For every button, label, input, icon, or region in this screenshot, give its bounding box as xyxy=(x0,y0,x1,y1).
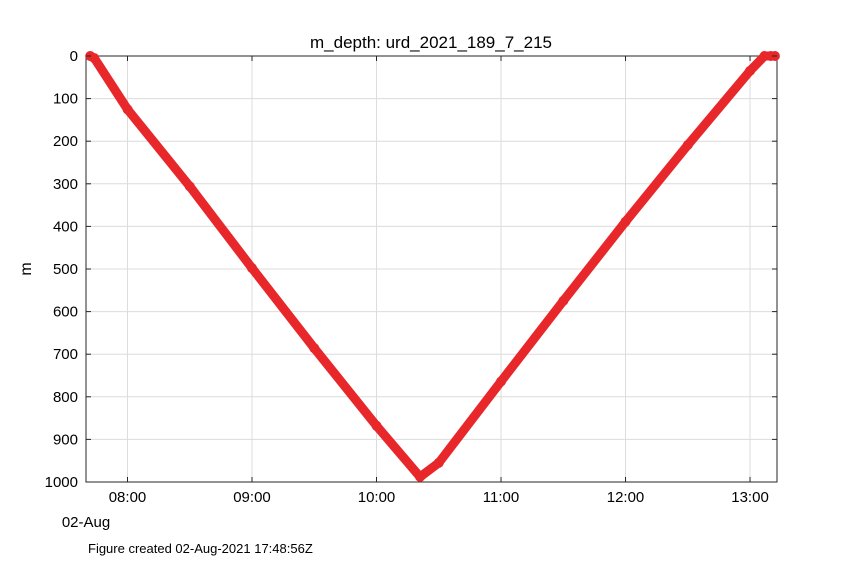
depth-data-point xyxy=(558,295,569,306)
depth-data-point xyxy=(184,181,195,192)
depth-data-point xyxy=(745,65,755,76)
chart-title: m_depth: urd_2021_189_7_215 xyxy=(310,33,552,52)
y-tick-label: 1000 xyxy=(45,474,78,491)
y-tick-label: 900 xyxy=(53,431,78,448)
x-tick-label: 12:00 xyxy=(607,489,645,506)
y-tick-label: 800 xyxy=(53,389,78,406)
depth-data-point xyxy=(309,343,320,354)
y-tick-label: 0 xyxy=(70,48,78,65)
depth-data-point xyxy=(371,420,382,431)
x-tick-label: 08:00 xyxy=(109,489,147,506)
y-tick-label: 700 xyxy=(53,346,78,363)
depth-data-point xyxy=(433,457,444,468)
x-tick-label: 11:00 xyxy=(483,489,519,506)
y-axis-ticks: 0 100 200 300 400 500 600 700 800 900 1000 xyxy=(45,48,777,491)
y-tick-label: 400 xyxy=(53,218,78,235)
y-tick-label: 500 xyxy=(53,261,78,278)
y-tick-label: 100 xyxy=(53,91,78,108)
depth-data-point xyxy=(496,376,506,387)
depth-data-point xyxy=(89,53,100,64)
y-tick-label: 300 xyxy=(53,176,78,193)
x-tick-label: 10:00 xyxy=(358,489,396,506)
y-tick-label: 600 xyxy=(53,304,78,321)
depth-data-point xyxy=(415,471,426,482)
series-layer xyxy=(85,51,780,482)
y-tick-label: 200 xyxy=(53,133,78,150)
x-tick-label: 13:00 xyxy=(731,489,769,506)
figure-created-footer: Figure created 02-Aug-2021 17:48:56Z xyxy=(88,541,313,556)
x-axis-ticks: 08:00 09:00 10:00 11:00 12:00 13:00 xyxy=(109,56,769,506)
depth-data-point xyxy=(247,263,257,274)
y-axis-label: m xyxy=(18,262,35,275)
depth-series-line xyxy=(85,51,780,482)
x-tick-label: 09:00 xyxy=(233,489,271,506)
x-date-label: 02-Aug xyxy=(62,514,110,531)
depth-data-point xyxy=(122,104,133,115)
grid xyxy=(86,55,777,483)
depth-data-point xyxy=(620,216,631,227)
depth-data-point xyxy=(682,140,693,150)
